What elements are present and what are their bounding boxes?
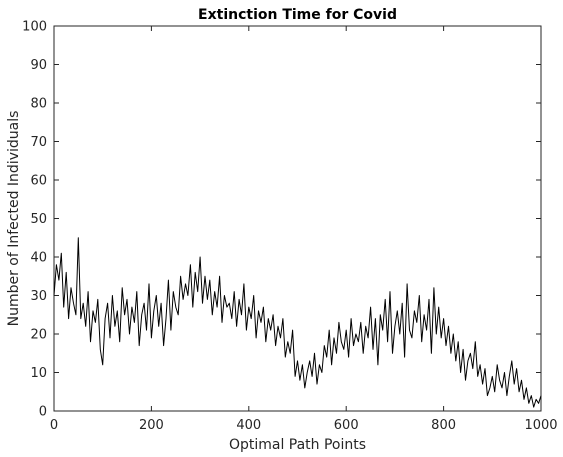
- y-axis-label: Number of Infected Individuals: [6, 111, 22, 327]
- plot-area: [53, 25, 542, 412]
- y-tick-label: 100: [22, 20, 47, 35]
- x-tick-label: 0: [50, 418, 58, 433]
- x-tick-label: 1000: [524, 418, 557, 433]
- series-line: [53, 237, 542, 408]
- y-tick-label: 20: [30, 328, 47, 343]
- y-tick-label: 40: [30, 251, 47, 266]
- x-axis: 0 200 400 600 800 1000: [50, 26, 558, 433]
- y-tick-label: 70: [30, 135, 47, 150]
- y-tick-label: 30: [30, 289, 47, 304]
- y-tick-label: 50: [30, 212, 47, 227]
- y-tick-label: 0: [39, 405, 47, 420]
- y-tick-label: 10: [30, 366, 47, 381]
- x-axis-label: Optimal Path Points: [229, 437, 366, 453]
- y-tick-label: 60: [30, 174, 47, 189]
- chart-title: Extinction Time for Covid: [198, 7, 397, 23]
- x-tick-label: 200: [139, 418, 164, 433]
- y-tick-label: 90: [30, 58, 47, 73]
- y-axis: 0 10 20 30 40 50 60 70 80 90 100: [22, 20, 541, 420]
- x-tick-label: 600: [334, 418, 359, 433]
- x-tick-label: 800: [431, 418, 456, 433]
- x-tick-label: 400: [236, 418, 261, 433]
- y-tick-label: 80: [30, 97, 47, 112]
